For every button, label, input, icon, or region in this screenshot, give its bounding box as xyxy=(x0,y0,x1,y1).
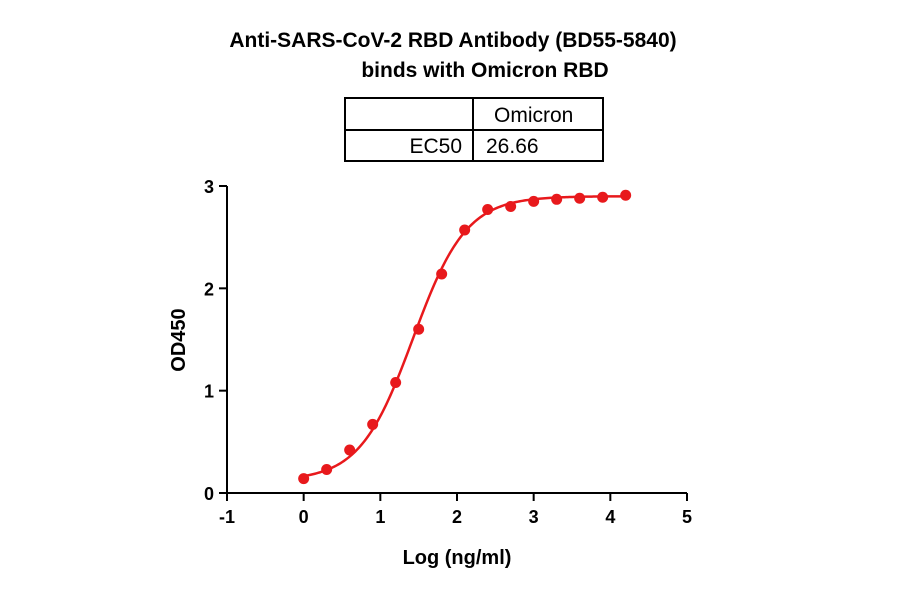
axes xyxy=(226,186,687,494)
y-tick-label: 1 xyxy=(204,382,214,402)
y-tick-label: 0 xyxy=(204,484,214,504)
data-point xyxy=(620,189,632,201)
ec50-table: Omicron EC50 26.66 xyxy=(344,97,604,162)
y-tick-label: 2 xyxy=(204,279,214,299)
x-axis-label: Log (ng/ml) xyxy=(403,547,512,569)
x-tick-label: 4 xyxy=(605,507,615,527)
y-ticks: 0 1 2 3 xyxy=(204,177,227,504)
data-point xyxy=(413,323,425,335)
chart-title-line2: binds with Omicron RBD xyxy=(361,59,608,82)
ec50-table-value: 26.66 xyxy=(486,135,539,158)
data-point xyxy=(390,376,402,388)
data-point xyxy=(528,195,540,207)
ec50-table-row-label: EC50 xyxy=(409,135,462,158)
data-point xyxy=(321,463,333,475)
data-point xyxy=(482,204,494,216)
y-tick-label: 3 xyxy=(204,177,214,197)
x-tick-label: -1 xyxy=(219,507,235,527)
chart-title-line1: Anti-SARS-CoV-2 RBD Antibody (BD55-5840) xyxy=(229,29,676,52)
data-points xyxy=(298,189,632,485)
x-tick-label: 5 xyxy=(682,507,692,527)
x-tick-label: 2 xyxy=(452,507,462,527)
data-point xyxy=(436,268,448,280)
x-tick-label: 0 xyxy=(299,507,309,527)
ec50-table-header: Omicron xyxy=(494,104,573,127)
x-tick-label: 1 xyxy=(375,507,385,527)
data-point xyxy=(298,473,310,485)
x-tick-label: 3 xyxy=(529,507,539,527)
data-point xyxy=(551,193,563,205)
y-axis-label: OD450 xyxy=(168,308,190,371)
data-point xyxy=(344,444,356,456)
data-point xyxy=(574,192,586,204)
data-point xyxy=(597,191,609,203)
data-point xyxy=(459,224,471,236)
data-point xyxy=(505,200,517,212)
fit-curve xyxy=(303,195,626,478)
data-point xyxy=(367,418,379,430)
x-ticks: -1 0 1 2 3 4 5 xyxy=(219,493,692,527)
